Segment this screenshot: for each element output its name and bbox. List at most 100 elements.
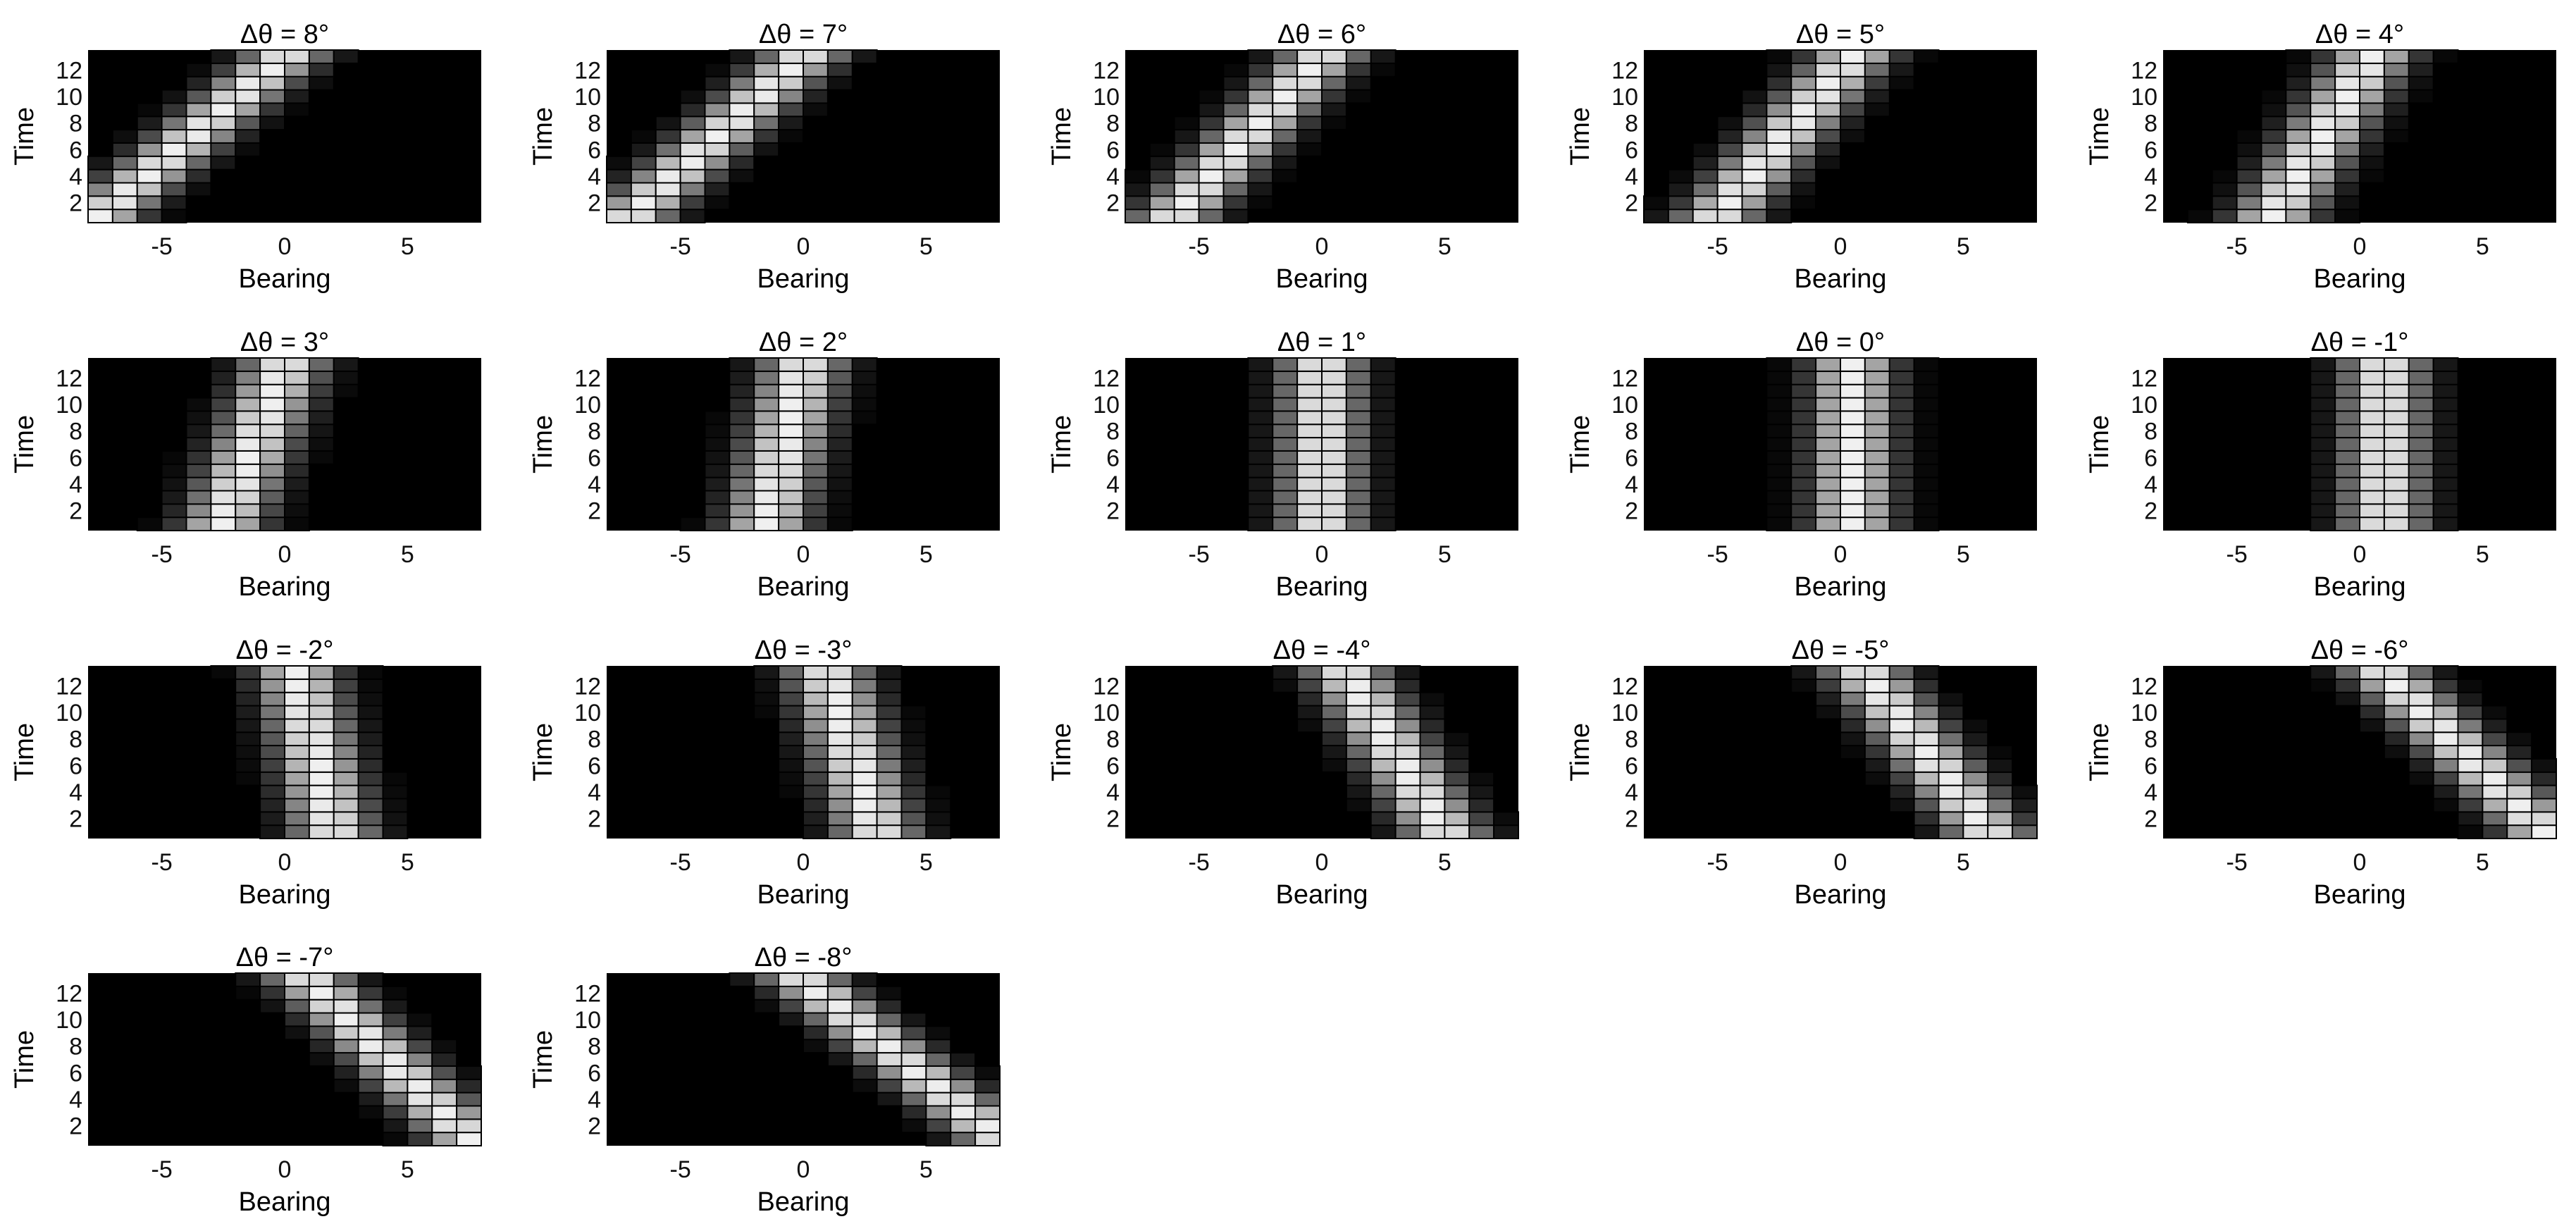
heatmap-cell	[1815, 423, 1841, 439]
heatmap-cell	[2012, 824, 2038, 839]
heatmap-cell	[1962, 824, 1989, 839]
heatmap-cell	[1864, 397, 1890, 412]
heatmap-cell	[753, 490, 780, 505]
heatmap-cell	[2334, 503, 2360, 519]
heatmap-cell	[826, 437, 853, 452]
heatmap-cell	[1321, 757, 1347, 773]
heatmap-cell	[2482, 771, 2508, 786]
heatmap-cell	[2285, 129, 2312, 144]
heatmap-cell	[357, 1052, 384, 1067]
heatmap-cell	[1840, 516, 1866, 532]
heatmap-cell	[1667, 209, 1694, 223]
heatmap-cell	[456, 1118, 482, 1134]
heatmap-cell	[1247, 357, 1274, 372]
heatmap-cell	[1247, 195, 1274, 211]
heatmap-cell	[1247, 397, 1274, 412]
x-tick-label: 5	[919, 1156, 933, 1183]
heatmap-cell	[259, 691, 285, 707]
heatmap-cell	[803, 745, 829, 760]
panel-title: Δθ = 8°	[240, 20, 329, 49]
heatmap-cell	[2260, 182, 2287, 197]
heatmap-cell	[259, 985, 285, 1001]
x-tick-label: 5	[919, 541, 933, 568]
heatmap-cell	[2432, 757, 2459, 773]
heatmap-cell	[778, 102, 804, 118]
heatmap-cell	[1888, 798, 1915, 813]
heatmap-cell	[431, 1132, 458, 1146]
heatmap-cell	[1864, 490, 1890, 505]
heatmap-cell	[1987, 811, 2014, 827]
heatmap-cell	[1766, 383, 1792, 399]
heatmap-cell	[284, 745, 310, 760]
heatmap-cell	[2260, 129, 2287, 144]
heatmap-cell	[1394, 745, 1421, 760]
heatmap-cell	[2310, 490, 2336, 505]
heatmap-cell	[235, 718, 261, 734]
heatmap-cell	[1247, 476, 1274, 492]
heatmap-cell	[2310, 168, 2336, 184]
y-tick-label: 6	[1106, 137, 1120, 163]
heatmap-cell	[1198, 102, 1225, 118]
heatmap-cell	[1370, 490, 1397, 505]
heatmap-cell	[1864, 423, 1890, 439]
y-tick-label: 8	[69, 111, 82, 137]
heatmap-cell	[284, 757, 310, 773]
heatmap-cell	[185, 423, 212, 439]
heatmap-cell	[2408, 410, 2434, 426]
heatmap-cell	[2334, 383, 2360, 399]
heatmap-cell	[1790, 370, 1817, 385]
panel-title: Δθ = -1°	[2311, 328, 2409, 357]
heatmap-cell	[826, 972, 853, 987]
heatmap-cell	[826, 410, 853, 426]
heatmap-cell	[803, 985, 829, 1001]
x-axis-label: Bearing	[2314, 880, 2406, 910]
heatmap-cell	[2432, 691, 2459, 707]
x-tick-label: 0	[1315, 233, 1329, 260]
heatmap-cell	[357, 1012, 384, 1027]
heatmap-cell	[2383, 437, 2410, 452]
heatmap-cell	[900, 1118, 927, 1134]
heatmap-cell	[1444, 757, 1470, 773]
x-tick-label: -5	[151, 233, 173, 260]
y-axis-label: Time	[10, 415, 39, 474]
heatmap-cell	[1913, 450, 1940, 465]
heatmap-cell	[1790, 142, 1817, 157]
heatmap-cell	[210, 503, 237, 519]
heatmap-cell	[1394, 718, 1421, 734]
heatmap-cell	[2310, 89, 2336, 104]
heatmap-cell	[382, 1091, 409, 1107]
heatmap-cell	[1790, 49, 1817, 64]
heatmap-cell	[851, 731, 878, 747]
heatmap-cell	[185, 397, 212, 412]
heatmap-cell	[2236, 195, 2262, 211]
heatmap-cell	[1962, 731, 1989, 747]
heatmap-cell	[2408, 383, 2434, 399]
heatmap-cell	[1741, 195, 1768, 211]
heatmap-cell	[729, 129, 755, 144]
y-tick-label: 2	[1106, 190, 1120, 217]
x-tick-label: 5	[401, 849, 414, 876]
heatmap-cell	[284, 516, 310, 532]
heatmap-cell	[1766, 437, 1792, 452]
heatmap-cell	[2432, 397, 2459, 412]
y-tick-label: 6	[69, 1060, 82, 1087]
heatmap-cell	[876, 771, 903, 786]
y-tick-label: 4	[2144, 779, 2157, 806]
heatmap-cell	[826, 75, 853, 91]
y-axis-label: Time	[1047, 415, 1077, 474]
heatmap-cell	[2383, 423, 2410, 439]
heatmap-cell	[851, 811, 878, 827]
y-axis-label: Time	[1047, 723, 1077, 781]
heatmap-cell	[1840, 89, 1866, 104]
heatmap-cell	[2334, 142, 2360, 157]
heatmap-cell	[900, 1052, 927, 1067]
heatmap-cell	[2260, 116, 2287, 131]
heatmap-cell	[1741, 168, 1768, 184]
heatmap-cell	[1815, 437, 1841, 452]
heatmap-cell	[925, 1039, 952, 1054]
heatmap-cell	[974, 1105, 1001, 1120]
heatmap-cell	[704, 195, 731, 211]
heatmap-cell	[308, 1052, 335, 1067]
heatmap-cell	[2211, 168, 2238, 184]
